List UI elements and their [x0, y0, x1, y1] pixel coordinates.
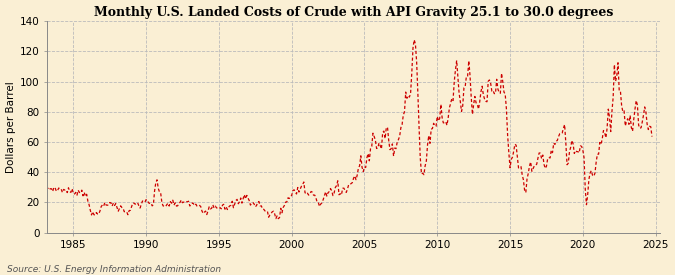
Title: Monthly U.S. Landed Costs of Crude with API Gravity 25.1 to 30.0 degrees: Monthly U.S. Landed Costs of Crude with … [94, 6, 613, 18]
Y-axis label: Dollars per Barrel: Dollars per Barrel [5, 81, 16, 173]
Text: Source: U.S. Energy Information Administration: Source: U.S. Energy Information Administ… [7, 265, 221, 274]
